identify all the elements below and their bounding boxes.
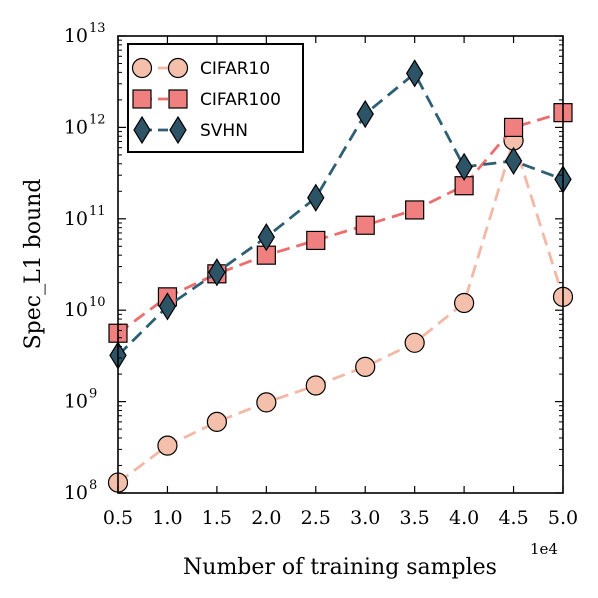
y-tick-label: 10: [64, 208, 88, 230]
y-tick-label: 10: [64, 299, 88, 321]
x-tick-label: 4.0: [449, 507, 479, 529]
legend-marker: [168, 89, 188, 109]
series-line-svhn: [117, 71, 564, 357]
y-axis-title: Spec_L1 bound: [21, 179, 46, 350]
legend-marker: [132, 89, 152, 109]
legend-label: CIFAR10: [200, 59, 270, 79]
legend-marker: [169, 115, 187, 145]
legend-label: SVHN: [200, 121, 248, 141]
y-tick-label: 10: [64, 391, 88, 413]
data-point-cifar10: [256, 392, 277, 413]
series-svhn: [109, 59, 572, 370]
y-tick-label: 10: [64, 482, 88, 504]
legend-box: [127, 43, 304, 153]
data-point-cifar10: [305, 375, 326, 396]
data-point-cifar100: [306, 230, 326, 251]
y-tick-exponent: 9: [89, 387, 97, 402]
x-tick-label: 5.0: [548, 507, 578, 529]
legend-item-cifar10: CIFAR10: [131, 57, 270, 79]
data-point-svhn: [504, 146, 523, 176]
legend-label: CIFAR100: [200, 90, 281, 110]
x-tick-label: 4.5: [498, 507, 528, 529]
data-point-svhn: [307, 183, 325, 212]
legend-item-svhn: SVHN: [133, 115, 248, 145]
x-tick-label: 3.0: [350, 507, 380, 529]
legend-marker: [131, 57, 153, 79]
x-axis-title: Number of training samples: [183, 555, 497, 580]
data-point-svhn: [356, 99, 374, 129]
data-point-cifar100: [405, 200, 425, 220]
series-line-cifar100: [117, 111, 564, 335]
data-point-cifar10: [404, 332, 425, 353]
x-tick-label: 2.0: [251, 507, 281, 529]
data-point-cifar10: [355, 356, 376, 377]
data-point-svhn: [455, 152, 473, 182]
x-axis: 0.5 1.0 1.5 2.0 2.5 3.0 3.5 4.0 4.5 5.0: [103, 36, 578, 529]
y-tick-label: 10: [64, 25, 88, 47]
legend-marker: [167, 57, 189, 79]
data-point-cifar10: [157, 435, 178, 456]
x-tick-label: 0.5: [103, 507, 133, 529]
x-tick-label: 3.5: [400, 507, 430, 529]
data-point-svhn: [158, 292, 177, 321]
series-line-cifar10: [117, 135, 565, 484]
series-cifar10: [107, 130, 574, 493]
data-point-cifar100: [503, 117, 524, 138]
legend-item-cifar100: CIFAR100: [132, 89, 281, 110]
y-tick-label: 10: [64, 116, 88, 138]
data-point-cifar100: [355, 215, 375, 235]
x-tick-label: 1.0: [152, 507, 182, 529]
data-point-svhn: [405, 59, 424, 88]
data-point-cifar10: [206, 411, 227, 432]
data-point-cifar10: [454, 292, 475, 314]
data-point-svhn: [257, 222, 276, 252]
x-tick-label: 1.5: [202, 507, 232, 529]
series-layer: [107, 59, 574, 493]
x-tick-label: 2.5: [301, 507, 331, 529]
legend-marker: [133, 115, 151, 145]
legend: CIFAR10 CIFAR100 SVHN: [127, 43, 304, 153]
y-tick-exponent: 8: [89, 478, 97, 493]
plot-frame: [117, 35, 564, 494]
data-point-svhn: [208, 258, 226, 287]
y-tick-exponent: 12: [89, 112, 106, 127]
y-tick-exponent: 10: [89, 295, 106, 310]
y-tick-exponent: 13: [89, 21, 106, 36]
x-offset-label: 1e4: [530, 540, 558, 558]
y-tick-exponent: 11: [89, 204, 106, 219]
